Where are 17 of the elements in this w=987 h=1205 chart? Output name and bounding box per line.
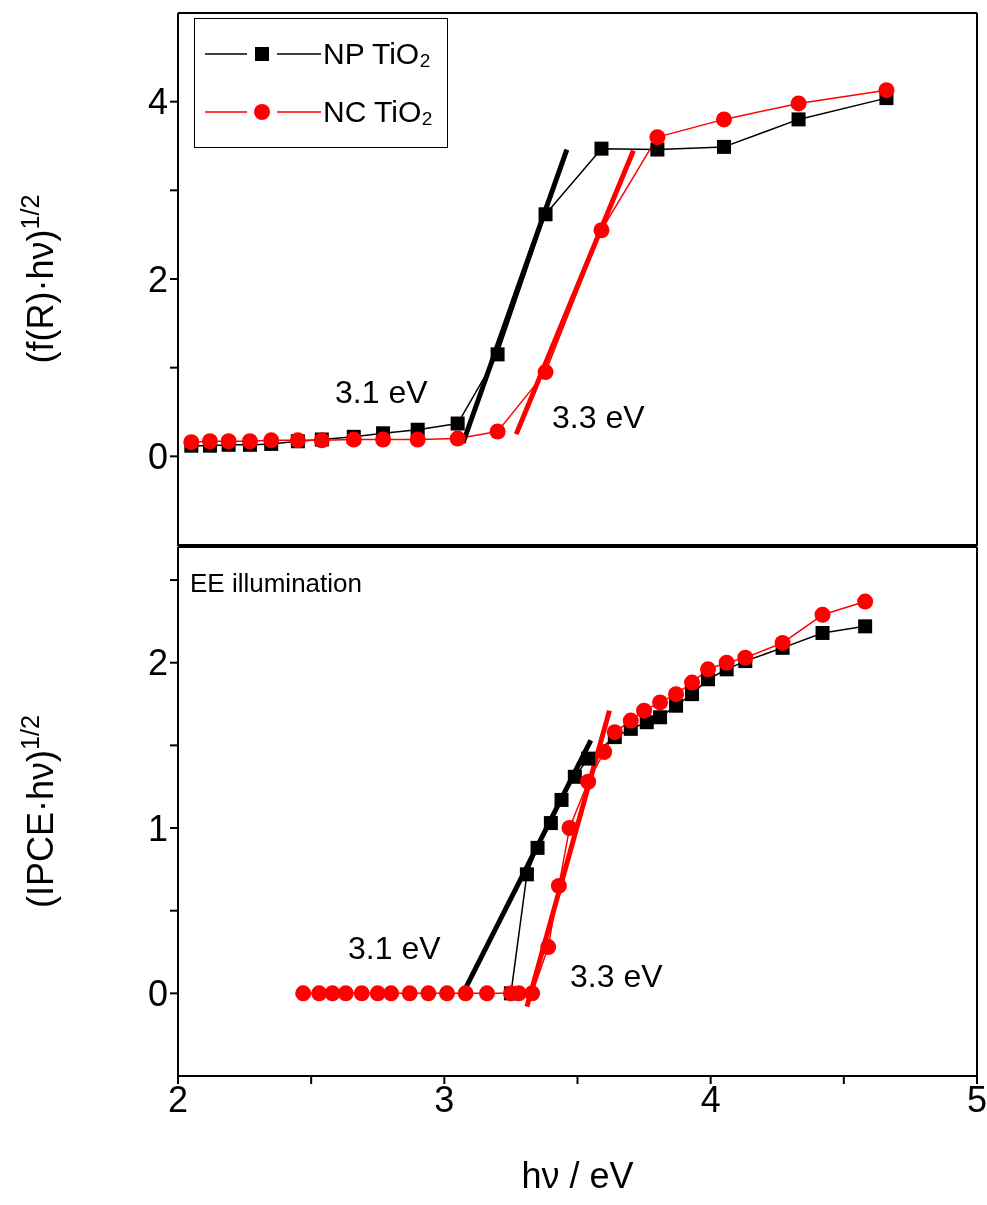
annotation: 3.3 eV xyxy=(570,958,663,995)
annotation: 3.3 eV xyxy=(552,399,645,436)
y-tick-label: 4 xyxy=(147,81,168,123)
y-tick-label: 0 xyxy=(147,973,168,1015)
y-tick-label: 2 xyxy=(147,642,168,684)
y-tick-label: 2 xyxy=(147,258,168,300)
annotation: EE illumination xyxy=(190,568,362,599)
y-tick-label: 1 xyxy=(147,807,168,849)
legend-label: NC TiO₂ xyxy=(323,95,433,129)
x-axis-title: hν / eV xyxy=(521,1155,634,1196)
legend-label: NP TiO₂ xyxy=(323,37,431,71)
annotation: 3.1 eV xyxy=(348,930,441,967)
x-tick-label: 5 xyxy=(966,1078,987,1120)
y-tick-label: 0 xyxy=(147,436,168,478)
x-tick-label: 4 xyxy=(700,1078,721,1120)
annotation: 3.1 eV xyxy=(335,374,428,411)
x-tick-label: 3 xyxy=(434,1078,455,1120)
